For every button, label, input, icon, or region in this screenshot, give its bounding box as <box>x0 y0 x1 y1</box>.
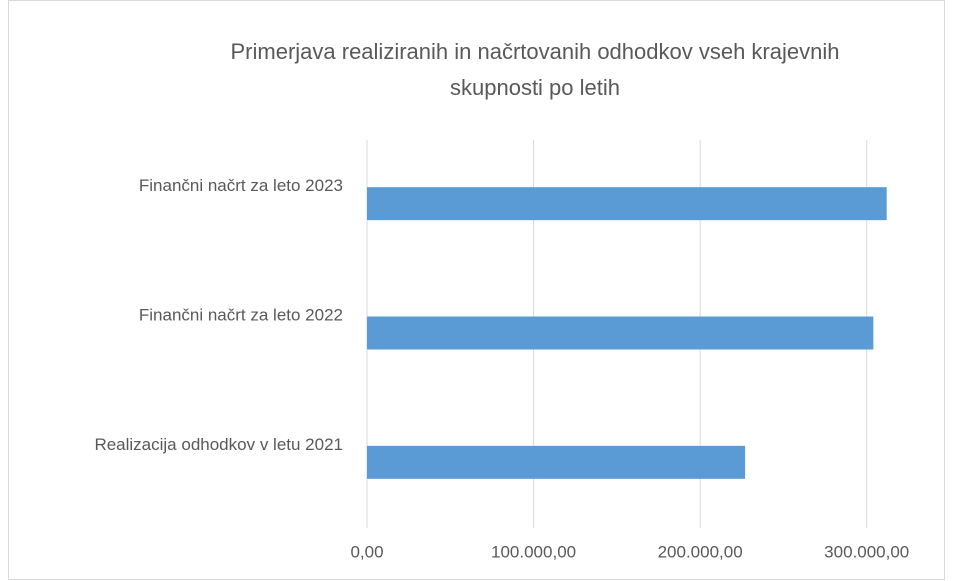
bar <box>367 445 746 479</box>
bar <box>367 316 874 350</box>
x-tick-label: 300.000,00 <box>824 542 909 561</box>
x-tick-label: 200.000,00 <box>658 542 743 561</box>
y-tick-label: Realizacija odhodkov v letu 2021 <box>94 435 343 454</box>
y-tick-label: Finančni načrt za leto 2022 <box>139 305 343 324</box>
chart-border <box>8 0 945 580</box>
chart-title: Primerjava realiziranih in načrtovanih o… <box>230 39 840 100</box>
x-tick-label: 100.000,00 <box>491 542 576 561</box>
bar <box>367 187 887 221</box>
x-tick-label: 0,00 <box>350 542 383 561</box>
y-tick-label: Finančni načrt za leto 2023 <box>139 176 343 195</box>
